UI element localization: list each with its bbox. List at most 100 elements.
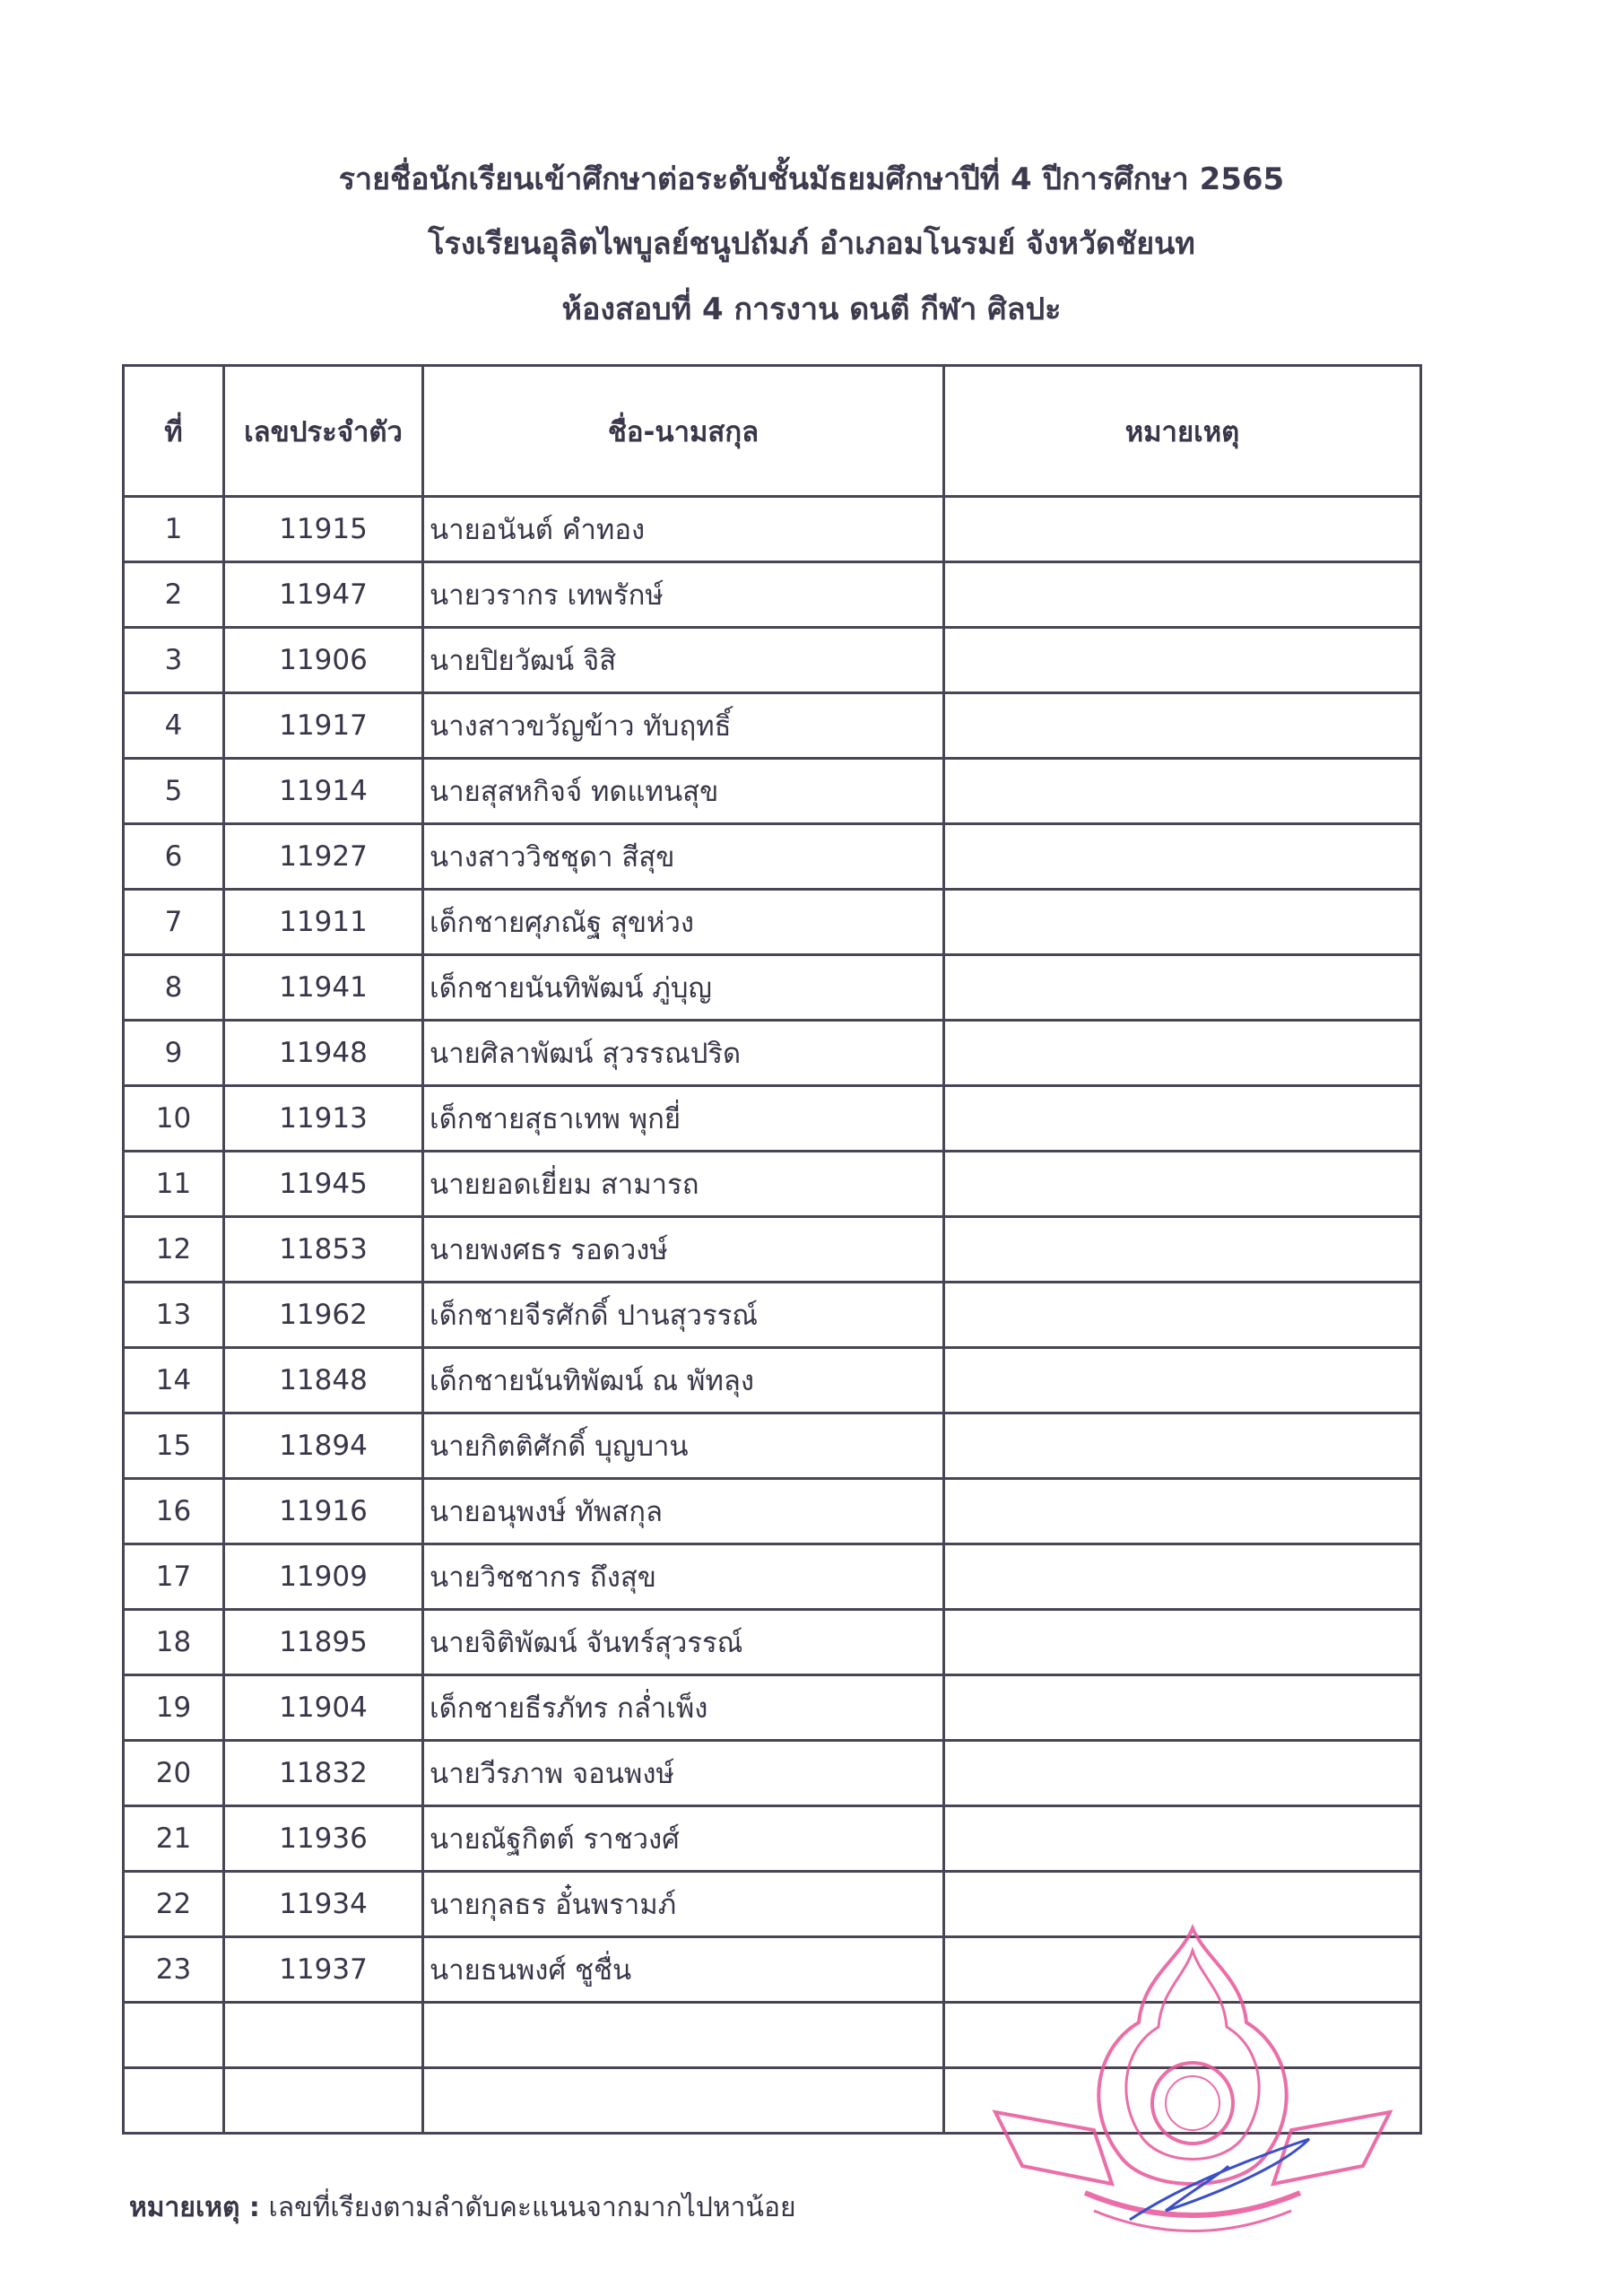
- row-number: 5: [122, 757, 225, 825]
- student-name: เด็กชายศุภณัฐ สุขห่วง: [421, 888, 945, 956]
- remark: [942, 888, 1422, 956]
- document-title: รายชื่อนักเรียนเข้าศึกษาต่อระดับชั้นมัธย…: [338, 161, 1285, 197]
- student-id: 11909: [222, 1543, 424, 1611]
- footnote-label: หมายเหตุ :: [129, 2192, 260, 2223]
- remark: [942, 1608, 1422, 1676]
- remark: [942, 1477, 1422, 1545]
- row-number: 16: [122, 1477, 225, 1545]
- row-number: 2: [122, 561, 225, 629]
- row-number: 6: [122, 822, 225, 891]
- remark: [942, 2001, 1422, 2069]
- student-id: 11848: [222, 1346, 424, 1414]
- student-id: 11906: [222, 626, 424, 694]
- student-id: 11962: [222, 1281, 424, 1349]
- row-number: 17: [122, 1543, 225, 1611]
- table-row: 18 11895 นายจิติพัฒน์ จันทร์สุวรรณ์: [122, 1608, 1422, 1676]
- row-number: 4: [122, 691, 225, 760]
- row-number: 11: [122, 1150, 225, 1218]
- col-name: ชื่อ-นามสกุล: [421, 364, 945, 498]
- row-number: 15: [122, 1412, 225, 1480]
- student-id: 11941: [222, 953, 424, 1022]
- student-name: นายยอดเยี่ยม สามารถ: [421, 1150, 945, 1218]
- student-id: 11904: [222, 1674, 424, 1742]
- table-row: 19 11904 เด็กชายธีรภัทร กล่ำเพ็ง: [122, 1674, 1422, 1742]
- row-number: 8: [122, 953, 225, 1022]
- table-row: 1 11915 นายอนันต์ คำทอง: [122, 495, 1422, 563]
- table-row: 4 11917 นางสาวขวัญข้าว ทับฤทธิ์: [122, 691, 1422, 760]
- remark: [942, 626, 1422, 694]
- col-no: ที่: [122, 364, 225, 498]
- row-number: [122, 2066, 225, 2135]
- row-number: 22: [122, 1870, 225, 1938]
- remark: [942, 1215, 1422, 1283]
- student-id: 11916: [222, 1477, 424, 1545]
- row-number: 13: [122, 1281, 225, 1349]
- student-name: เด็กชายธีรภัทร กล่ำเพ็ง: [421, 1674, 945, 1742]
- student-id: 11947: [222, 561, 424, 629]
- remark: [942, 1739, 1422, 1807]
- student-id: [222, 2001, 424, 2069]
- remark: [942, 1805, 1422, 1873]
- student-id: 11832: [222, 1739, 424, 1807]
- student-id: 11945: [222, 1150, 424, 1218]
- remark: [942, 1674, 1422, 1742]
- remark: [942, 1019, 1422, 1087]
- student-id: 11934: [222, 1870, 424, 1938]
- remark: [942, 757, 1422, 825]
- row-number: [122, 2001, 225, 2069]
- student-name: นายกิตติศักดิ์ บุญบาน: [421, 1412, 945, 1480]
- student-name: เด็กชายจีรศักดิ์ ปานสุวรรณ์: [421, 1281, 945, 1349]
- student-name: นายวรากร เทพรักษ์: [421, 561, 945, 629]
- table-row: 20 11832 นายวีรภาพ จอนพงษ์: [122, 1739, 1422, 1807]
- row-number: 3: [122, 626, 225, 694]
- row-number: 7: [122, 888, 225, 956]
- student-id: 11894: [222, 1412, 424, 1480]
- school-name: โรงเรียนอุลิตไพบูลย์ชนูปถัมภ์ อำเภอมโนรม…: [428, 226, 1195, 262]
- row-number: 20: [122, 1739, 225, 1807]
- student-name: เด็กชายนันทิพัฒน์ ภู่บุญ: [421, 953, 945, 1022]
- student-id: 11911: [222, 888, 424, 956]
- student-name: เด็กชายสุธาเทพ พุกยี่: [421, 1084, 945, 1152]
- table-row: 15 11894 นายกิตติศักดิ์ บุญบาน: [122, 1412, 1422, 1480]
- table-row: 2 11947 นายวรากร เทพรักษ์: [122, 561, 1422, 629]
- table-row: 14 11848 เด็กชายนันทิพัฒน์ ณ พัทลุง: [122, 1346, 1422, 1414]
- student-name: นายสุสหกิจจ์ ทดแทนสุข: [421, 757, 945, 825]
- student-name: [421, 2066, 945, 2135]
- table-row: 22 11934 นายกุลธร อั๋นพรามภ์: [122, 1870, 1422, 1938]
- row-number: 18: [122, 1608, 225, 1676]
- student-name: [421, 2001, 945, 2069]
- table-row: 9 11948 นายศิลาพัฒน์ สุวรรณปริด: [122, 1019, 1422, 1087]
- student-name: เด็กชายนันทิพัฒน์ ณ พัทลุง: [421, 1346, 945, 1414]
- remark: [942, 691, 1422, 760]
- table-row: 13 11962 เด็กชายจีรศักดิ์ ปานสุวรรณ์: [122, 1281, 1422, 1349]
- table-row: 23 11937 นายธนพงศ์ ชูชื่น: [122, 1935, 1422, 2004]
- row-number: 12: [122, 1215, 225, 1283]
- student-name: นายพงศธร รอดวงษ์: [421, 1215, 945, 1283]
- school-seal-stamp: [992, 1924, 1393, 2232]
- remark: [942, 495, 1422, 563]
- remark: [942, 561, 1422, 629]
- table-row: 5 11914 นายสุสหกิจจ์ ทดแทนสุข: [122, 757, 1422, 825]
- student-name: นายธนพงศ์ ชูชื่น: [421, 1935, 945, 2004]
- table-row: [122, 2066, 1422, 2135]
- student-name: นายณัฐกิตต์ ราชวงศ์: [421, 1805, 945, 1873]
- table-row: 6 11927 นางสาววิชชุดา สีสุข: [122, 822, 1422, 891]
- table-row: [122, 2001, 1422, 2069]
- student-id: 11936: [222, 1805, 424, 1873]
- footnote: หมายเหตุ : เลขที่เรียงตามลำดับคะแนนจากมา…: [129, 2187, 796, 2229]
- remark: [942, 1870, 1422, 1938]
- remark: [942, 953, 1422, 1022]
- remark: [942, 1150, 1422, 1218]
- table-row: 12 11853 นายพงศธร รอดวงษ์: [122, 1215, 1422, 1283]
- exam-room: ห้องสอบที่ 4 การงาน ดนตี กีฬา ศิลปะ: [561, 291, 1062, 327]
- row-number: 10: [122, 1084, 225, 1152]
- remark: [942, 1412, 1422, 1480]
- student-id: 11917: [222, 691, 424, 760]
- student-id: 11948: [222, 1019, 424, 1087]
- row-number: 14: [122, 1346, 225, 1414]
- remark: [942, 1281, 1422, 1349]
- table-row: 11 11945 นายยอดเยี่ยม สามารถ: [122, 1150, 1422, 1218]
- table-row: 21 11936 นายณัฐกิตต์ ราชวงศ์: [122, 1805, 1422, 1873]
- remark: [942, 2066, 1422, 2135]
